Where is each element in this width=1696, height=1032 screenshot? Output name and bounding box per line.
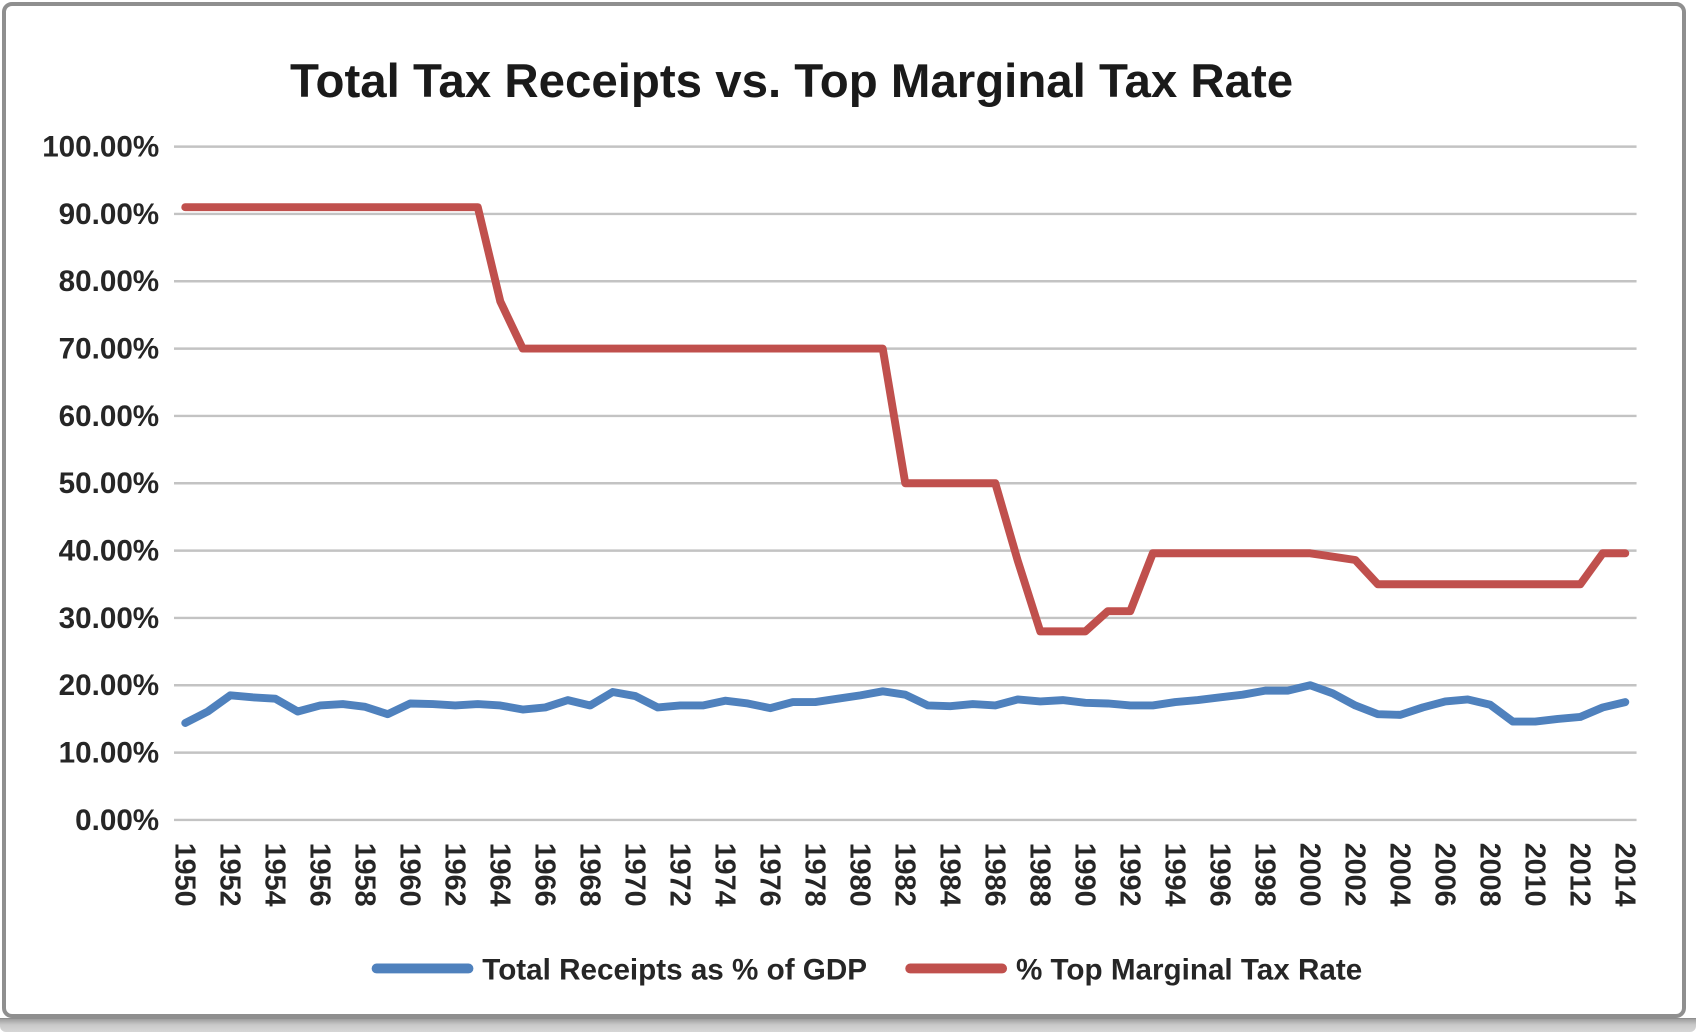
x-tick-label: 1998 xyxy=(1248,843,1280,907)
x-tick-label: 1964 xyxy=(483,843,515,907)
x-tick-label: 1960 xyxy=(393,843,425,907)
legend-label-total-receipts: Total Receipts as % of GDP xyxy=(482,953,867,986)
x-tick-label: 1976 xyxy=(753,843,785,907)
y-tick-label: 100.00% xyxy=(42,130,159,163)
x-tick-label: 2000 xyxy=(1293,843,1325,907)
series-line-total-receipts xyxy=(181,681,1630,727)
x-tick-label: 1990 xyxy=(1068,843,1100,907)
x-tick-label: 2008 xyxy=(1473,843,1505,907)
y-tick-label: 10.00% xyxy=(59,736,159,769)
legend: Total Receipts as % of GDP % Top Marginal… xyxy=(371,953,1362,986)
x-tick-label: 2010 xyxy=(1518,843,1550,907)
x-axis-labels: 1950 1952 1954 1956 1958 1960 1962 1964 1966 1968… xyxy=(168,843,1640,907)
y-tick-label: 50.00% xyxy=(59,467,159,500)
x-tick-label: 1994 xyxy=(1158,843,1190,907)
y-tick-label: 60.00% xyxy=(59,400,159,433)
chart-frame: Total Tax Receipts vs. Top Marginal Tax … xyxy=(2,2,1686,1018)
y-tick-label: 0.00% xyxy=(75,804,159,837)
y-tick-label: 80.00% xyxy=(59,265,159,298)
x-tick-label: 1984 xyxy=(933,843,965,907)
x-tick-label: 2006 xyxy=(1428,843,1460,907)
x-tick-label: 2002 xyxy=(1338,843,1370,907)
x-tick-label: 1970 xyxy=(618,843,650,907)
x-tick-label: 1996 xyxy=(1203,843,1235,907)
x-tick-label: 1952 xyxy=(213,843,245,907)
y-tick-label: 20.00% xyxy=(59,669,159,702)
x-tick-label: 1966 xyxy=(528,843,560,907)
x-tick-label: 1968 xyxy=(573,843,605,907)
tax-chart: Total Tax Receipts vs. Top Marginal Tax … xyxy=(42,55,1640,986)
y-tick-label: 90.00% xyxy=(59,198,159,231)
x-tick-label: 1954 xyxy=(258,843,290,907)
chart-title: Total Tax Receipts vs. Top Marginal Tax … xyxy=(290,55,1293,108)
legend-label-top-marginal-rate: % Top Marginal Tax Rate xyxy=(1016,953,1362,986)
x-tick-label: 1978 xyxy=(798,843,830,907)
x-tick-label: 2014 xyxy=(1608,843,1640,907)
y-tick-label: 70.00% xyxy=(59,332,159,365)
x-tick-label: 1962 xyxy=(438,843,470,907)
x-tick-label: 2012 xyxy=(1563,843,1595,907)
x-tick-label: 1974 xyxy=(708,843,740,907)
x-tick-label: 1992 xyxy=(1113,843,1145,907)
y-tick-label: 40.00% xyxy=(59,534,159,567)
x-tick-label: 1982 xyxy=(888,843,920,907)
x-tick-label: 1986 xyxy=(978,843,1010,907)
x-tick-label: 1972 xyxy=(663,843,695,907)
window-bottom-bar xyxy=(0,1018,1696,1032)
x-tick-label: 1950 xyxy=(168,843,200,907)
x-tick-label: 1988 xyxy=(1023,843,1055,907)
x-tick-label: 1958 xyxy=(348,843,380,907)
x-tick-label: 1956 xyxy=(303,843,335,907)
y-tick-label: 30.00% xyxy=(59,602,159,635)
x-tick-label: 1980 xyxy=(843,843,875,907)
series-line-top-marginal-rate xyxy=(181,203,1630,636)
x-tick-label: 2004 xyxy=(1383,843,1415,907)
